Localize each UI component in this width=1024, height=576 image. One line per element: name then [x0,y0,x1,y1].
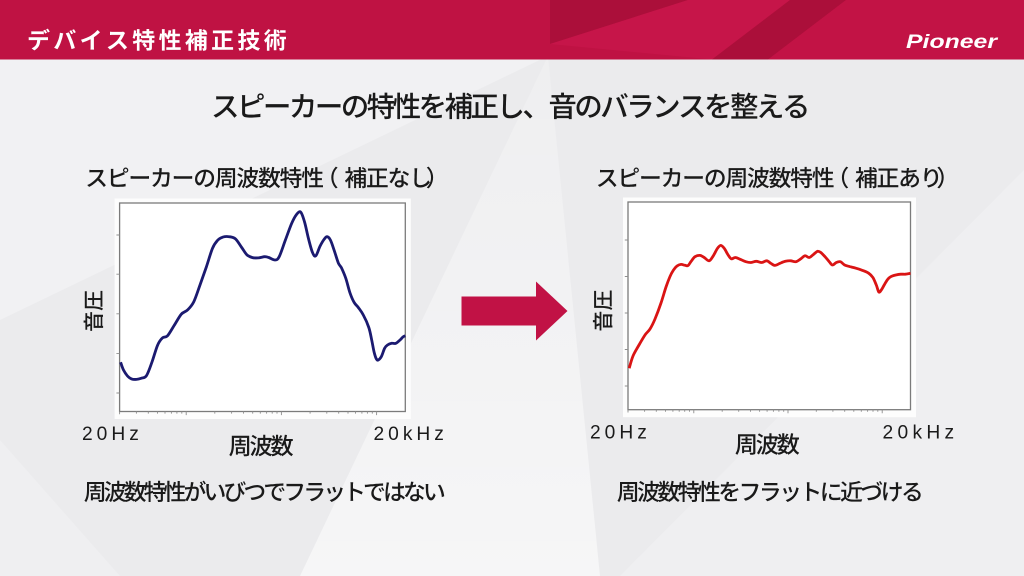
svg-text:20kHz: 20kHz [374,424,448,445]
svg-text:20Hz: 20Hz [82,424,143,445]
svg-text:20kHz: 20kHz [883,423,959,444]
svg-text:20Hz: 20Hz [590,423,651,444]
svg-text:Pioneer: Pioneer [906,31,999,53]
